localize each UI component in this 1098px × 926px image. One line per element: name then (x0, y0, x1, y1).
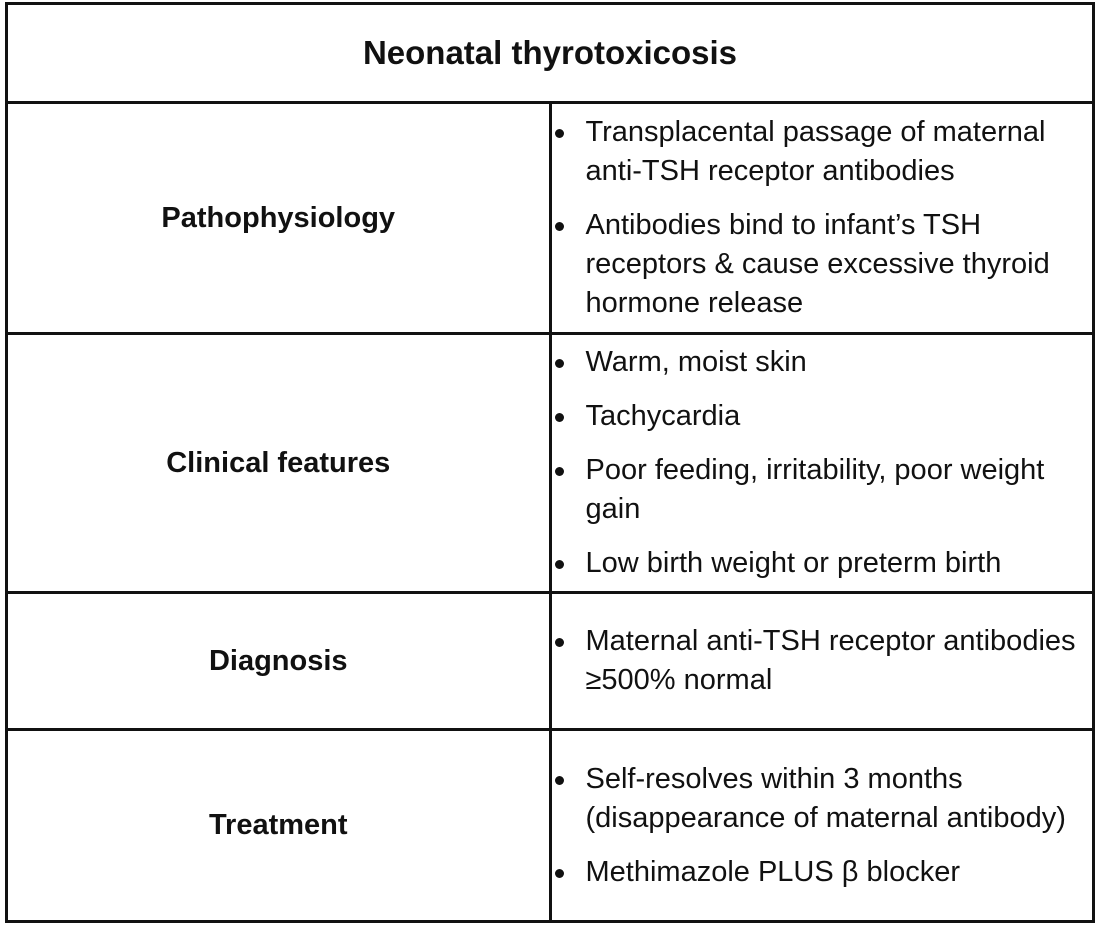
bullet-list: Warm, moist skin Tachycardia Poor feedin… (552, 343, 1093, 583)
row-content-diagnosis: Maternal anti-TSH receptor antibodies ≥5… (548, 591, 1095, 731)
list-item: Warm, moist skin (552, 343, 1093, 382)
table-title: Neonatal thyrotoxicosis (5, 2, 1095, 104)
list-item: Self-resolves within 3 months (disappear… (552, 760, 1093, 838)
list-item: Methimazole PLUS β blocker (552, 853, 1093, 892)
bullet-icon (554, 413, 564, 422)
bullet-icon (554, 222, 564, 231)
bullet-list: Transplacental passage of maternal anti-… (552, 113, 1093, 323)
list-item-text: Methimazole PLUS β blocker (585, 855, 961, 888)
list-item-text: Transplacental passage of maternal anti-… (585, 116, 1046, 187)
row-content-pathophysiology: Transplacental passage of maternal anti-… (548, 101, 1095, 335)
bullet-list: Self-resolves within 3 months (disappear… (552, 760, 1093, 892)
row-diagnosis: Diagnosis Maternal anti-TSH receptor ant… (5, 591, 1095, 731)
list-item-text: Antibodies bind to infant’s TSH receptor… (585, 209, 1050, 319)
bullet-list: Maternal anti-TSH receptor antibodies ≥5… (552, 622, 1093, 700)
row-content-treatment: Self-resolves within 3 months (disappear… (548, 728, 1095, 923)
bullet-icon (554, 560, 564, 569)
row-pathophysiology: Pathophysiology Transplacental passage o… (5, 101, 1095, 335)
list-item: Tachycardia (552, 397, 1093, 436)
title-row: Neonatal thyrotoxicosis (5, 2, 1095, 104)
list-item: Poor feeding, irritability, poor weight … (552, 451, 1093, 529)
row-treatment: Treatment Self-resolves within 3 months … (5, 728, 1095, 923)
list-item: Maternal anti-TSH receptor antibodies ≥5… (552, 622, 1093, 700)
list-item-text: Low birth weight or preterm birth (585, 547, 1002, 579)
summary-table-container: Neonatal thyrotoxicosis Pathophysiology … (5, 2, 1095, 923)
summary-table: Neonatal thyrotoxicosis Pathophysiology … (5, 2, 1095, 923)
list-item-text: Warm, moist skin (585, 346, 807, 378)
bullet-icon (554, 129, 564, 138)
list-item-text: Maternal anti-TSH receptor antibodies ≥5… (585, 625, 1076, 696)
list-item: Low birth weight or preterm birth (552, 544, 1093, 583)
list-item-text: Poor feeding, irritability, poor weight … (585, 454, 1045, 525)
list-item: Antibodies bind to infant’s TSH receptor… (552, 206, 1093, 323)
bullet-icon (554, 467, 564, 476)
row-label-clinical-features: Clinical features (5, 332, 552, 594)
bullet-icon (554, 638, 564, 647)
row-clinical-features: Clinical features Warm, moist skin Tachy… (5, 332, 1095, 594)
row-label-diagnosis: Diagnosis (5, 591, 552, 731)
list-item-text: Tachycardia (585, 400, 741, 432)
list-item: Transplacental passage of maternal anti-… (552, 113, 1093, 191)
row-label-pathophysiology: Pathophysiology (5, 101, 552, 335)
bullet-icon (554, 775, 564, 785)
row-label-treatment: Treatment (5, 728, 552, 923)
list-item-text: Self-resolves within 3 months (disappear… (585, 762, 1066, 834)
bullet-icon (554, 359, 564, 368)
row-content-clinical-features: Warm, moist skin Tachycardia Poor feedin… (548, 332, 1095, 594)
bullet-icon (554, 868, 564, 878)
